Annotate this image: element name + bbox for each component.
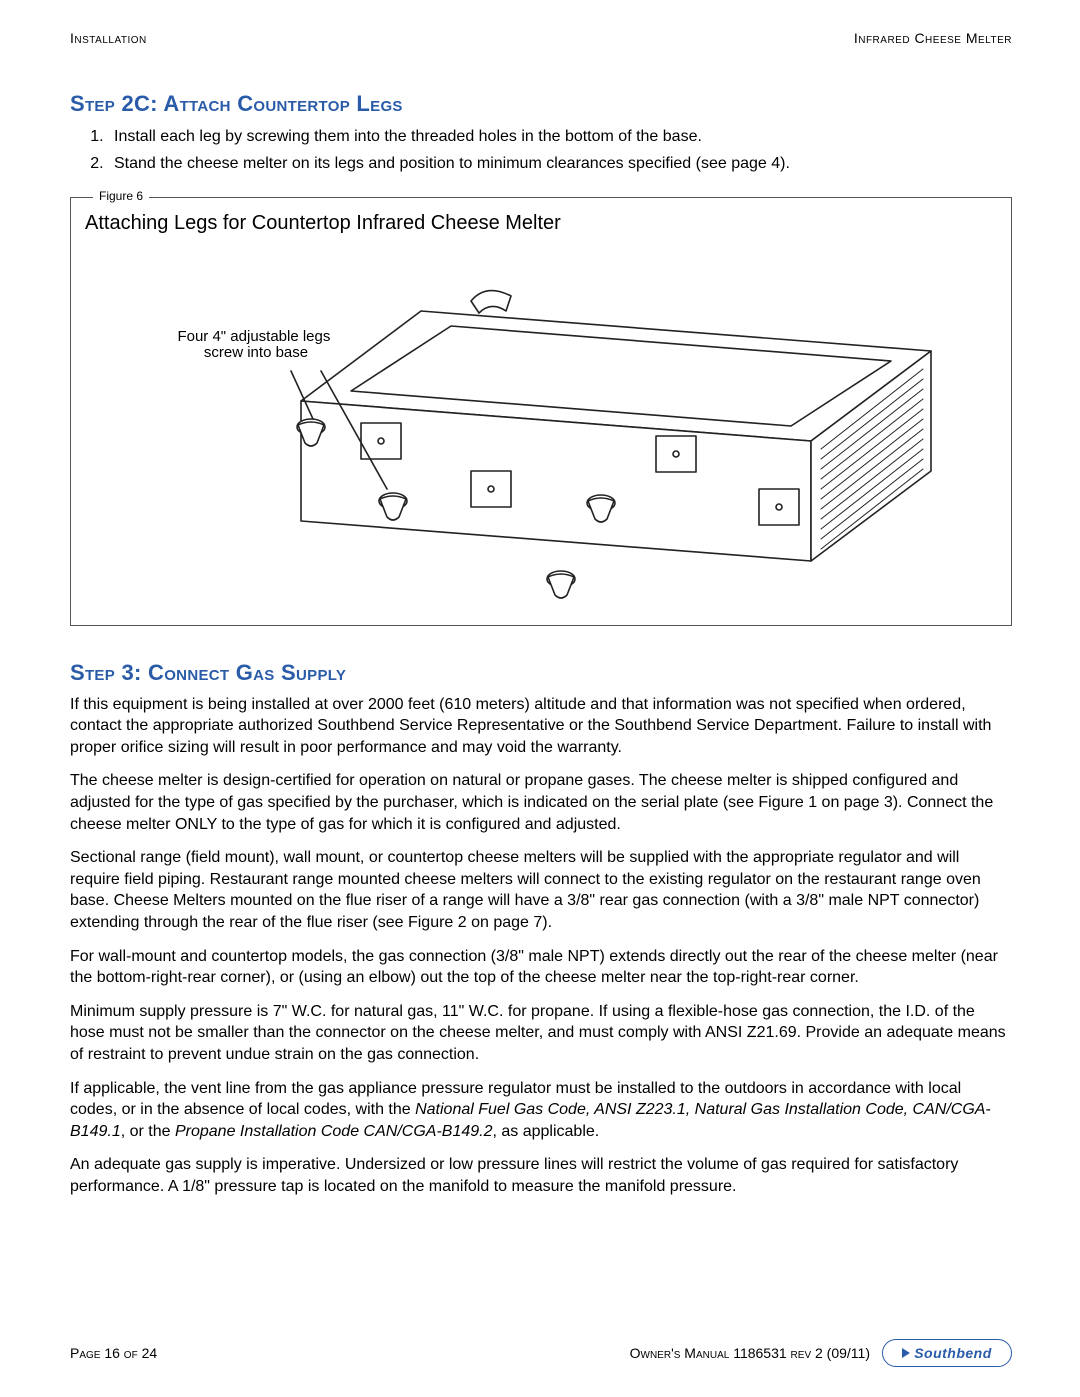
figure-6-label: Figure 6 (93, 189, 149, 203)
step-2c-item-2: Stand the cheese melter on its legs and … (108, 152, 1012, 177)
step-3-title: Step 3: Connect Gas Supply (70, 660, 1012, 686)
cheesemelter-svg: Four 4" adjustable legs screw into base (91, 241, 991, 611)
logo-triangle-icon (902, 1348, 910, 1358)
step-2c-item-1: Install each leg by screwing them into t… (108, 125, 1012, 150)
step-3-p6: If applicable, the vent line from the ga… (70, 1078, 1012, 1143)
step-3-p3: Sectional range (field mount), wall moun… (70, 847, 1012, 933)
figure-6-box: Figure 6 Attaching Legs for Countertop I… (70, 197, 1012, 626)
header-right: Infrared Cheese Melter (854, 30, 1012, 46)
step-3-p7: An adequate gas supply is imperative. Un… (70, 1154, 1012, 1197)
svg-text:Four 4" adjustable legs: Four 4" adjustable legs screw into base (177, 328, 334, 361)
step-3-p6d: Propane Installation Code CAN/CGA-B149.2 (175, 1123, 493, 1140)
figure-callout-line1: Four 4" adjustable legs (177, 328, 330, 345)
step-3-p4: For wall-mount and countertop models, th… (70, 946, 1012, 989)
page-header-bar: Installation Infrared Cheese Melter (70, 30, 1012, 46)
step-3-p2: The cheese melter is design-certified fo… (70, 770, 1012, 835)
step-3-p6e: , as applicable. (492, 1123, 599, 1140)
step-3-p6c: , or the (121, 1123, 175, 1140)
step-2c-list: Install each leg by screwing them into t… (108, 125, 1012, 177)
footer-page: Page 16 of 24 (70, 1345, 157, 1361)
page-footer-bar: Page 16 of 24 Owner's Manual 1186531 rev… (70, 1339, 1012, 1367)
step-2c-title: Step 2C: Attach Countertop Legs (70, 91, 1012, 117)
figure-6-illustration: Four 4" adjustable legs screw into base (85, 241, 997, 611)
figure-6-title: Attaching Legs for Countertop Infrared C… (85, 212, 997, 235)
southbend-logo: Southbend (882, 1339, 1012, 1367)
step-3-p5: Minimum supply pressure is 7" W.C. for n… (70, 1001, 1012, 1066)
step-3-p1: If this equipment is being installed at … (70, 694, 1012, 759)
footer-manual: Owner's Manual 1186531 rev 2 (09/11) (630, 1345, 870, 1361)
header-left: Installation (70, 30, 147, 46)
figure-callout-line2: screw into base (204, 344, 308, 361)
logo-text: Southbend (914, 1345, 992, 1361)
